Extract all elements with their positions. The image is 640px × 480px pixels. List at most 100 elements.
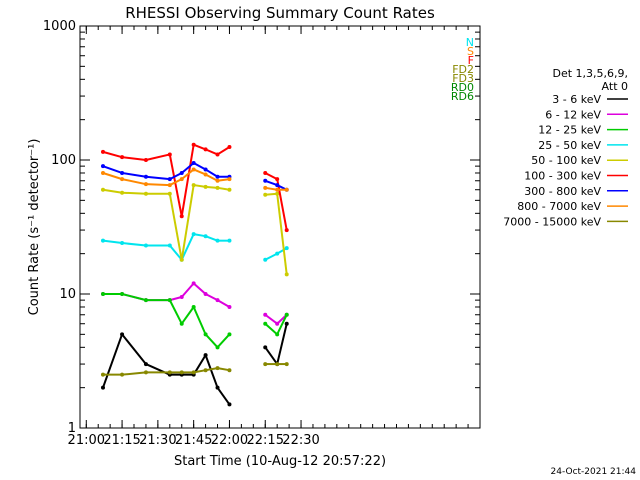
data-point bbox=[284, 272, 289, 277]
legend-label: 6 - 12 keV bbox=[545, 108, 601, 121]
series-segment bbox=[102, 334, 124, 388]
series-segment bbox=[168, 299, 183, 325]
series-layer bbox=[100, 142, 289, 407]
series-segment bbox=[264, 322, 278, 336]
series-segment bbox=[204, 333, 219, 349]
series-segment bbox=[216, 146, 230, 156]
y-tick-label: 100 bbox=[51, 153, 76, 168]
data-point bbox=[284, 228, 289, 233]
data-point bbox=[227, 177, 232, 182]
series-segment bbox=[264, 346, 278, 365]
series-segment bbox=[193, 168, 206, 176]
series-segment bbox=[121, 371, 147, 376]
series-segment bbox=[217, 178, 230, 182]
date-stamp: 24-Oct-2021 21:44 bbox=[551, 467, 637, 477]
series-segment bbox=[121, 171, 147, 178]
legend-label: 300 - 800 keV bbox=[524, 185, 601, 198]
annotation-label: FD3 bbox=[452, 72, 474, 85]
series-segment bbox=[102, 172, 123, 181]
x-axis-label: Start Time (10-Aug-12 20:57:22) bbox=[174, 454, 386, 469]
legend-label: 12 - 25 keV bbox=[538, 124, 601, 137]
series-segment bbox=[264, 179, 278, 187]
series-segment bbox=[193, 143, 206, 151]
data-gap-0 bbox=[80, 26, 101, 428]
series-segment bbox=[102, 150, 123, 159]
series-segment bbox=[121, 178, 147, 186]
series-segment bbox=[205, 235, 218, 242]
series-segment bbox=[193, 184, 206, 188]
x-tick-label: 22:30 bbox=[282, 433, 319, 448]
series-segment bbox=[102, 188, 123, 194]
series-segment bbox=[204, 354, 219, 389]
y-tick-label: 1 bbox=[68, 421, 76, 436]
annotation-label: RD6 bbox=[451, 90, 474, 103]
series-segment bbox=[180, 306, 195, 325]
series-segment bbox=[205, 168, 219, 178]
series-segment bbox=[264, 172, 278, 181]
data-point bbox=[227, 402, 232, 407]
series-segment bbox=[217, 299, 230, 308]
series-segment bbox=[193, 369, 206, 374]
series-segment bbox=[145, 153, 171, 161]
y-tick-label: 10 bbox=[59, 287, 76, 302]
data-point bbox=[284, 312, 289, 317]
series-segment bbox=[145, 175, 170, 181]
data-gap-2 bbox=[289, 26, 309, 428]
series-segment bbox=[121, 156, 147, 161]
legend-label: 800 - 7000 keV bbox=[517, 200, 601, 213]
series-segment bbox=[169, 244, 183, 261]
data-gap-1 bbox=[234, 26, 266, 428]
series-segment bbox=[145, 183, 170, 187]
annotation-label: S bbox=[467, 45, 474, 58]
x-tick-label: 22:15 bbox=[247, 433, 284, 448]
legend-label: 50 - 100 keV bbox=[531, 154, 601, 167]
series-segment bbox=[217, 186, 230, 191]
x-tick-label: 21:30 bbox=[139, 433, 176, 448]
series-segment bbox=[180, 282, 195, 298]
y-axis-ticks: 1 10 100 1000 bbox=[43, 19, 480, 436]
annotation-label: N bbox=[466, 36, 474, 49]
data-point bbox=[284, 362, 289, 367]
legend-header-2: Att 0 bbox=[602, 80, 628, 93]
series-segment bbox=[276, 178, 288, 231]
series-segment bbox=[205, 293, 218, 302]
series-segment bbox=[216, 387, 231, 405]
shading-layer bbox=[80, 26, 309, 428]
series-segment bbox=[121, 333, 147, 365]
annotation-label: F bbox=[468, 54, 474, 67]
series-segment bbox=[193, 233, 206, 238]
x-tick-label: 21:15 bbox=[103, 433, 140, 448]
series-segment bbox=[102, 165, 123, 174]
data-point bbox=[284, 187, 289, 192]
y-tick-label: 1000 bbox=[43, 19, 76, 34]
annotation-label: RD0 bbox=[451, 81, 474, 94]
chart-title: RHESSI Observing Summary Count Rates bbox=[125, 4, 435, 22]
legend-header-1: Det 1,3,5,6,9, bbox=[552, 67, 628, 80]
series-segment bbox=[181, 168, 195, 180]
series-segment bbox=[276, 323, 288, 365]
series-segment bbox=[276, 193, 288, 275]
plot-frame bbox=[79, 25, 481, 429]
series-segment bbox=[192, 282, 207, 295]
series-segment bbox=[217, 367, 230, 372]
legend-label: 7000 - 15000 keV bbox=[503, 215, 601, 228]
x-tick-label: 21:00 bbox=[68, 433, 105, 448]
data-point bbox=[227, 332, 232, 337]
x-tick-label: 21:45 bbox=[175, 433, 212, 448]
legend-label: 25 - 50 keV bbox=[538, 139, 601, 152]
data-point bbox=[227, 238, 232, 243]
series-segment bbox=[181, 162, 195, 174]
series-segment bbox=[121, 293, 147, 302]
series-segment bbox=[169, 178, 183, 186]
data-point bbox=[227, 304, 232, 309]
legend-label: 3 - 6 keV bbox=[552, 93, 601, 106]
series-segment bbox=[193, 162, 207, 171]
data-point bbox=[227, 145, 232, 150]
series-segment bbox=[122, 191, 146, 195]
annotation-label: FD2 bbox=[452, 63, 474, 76]
series-segment bbox=[264, 313, 278, 325]
